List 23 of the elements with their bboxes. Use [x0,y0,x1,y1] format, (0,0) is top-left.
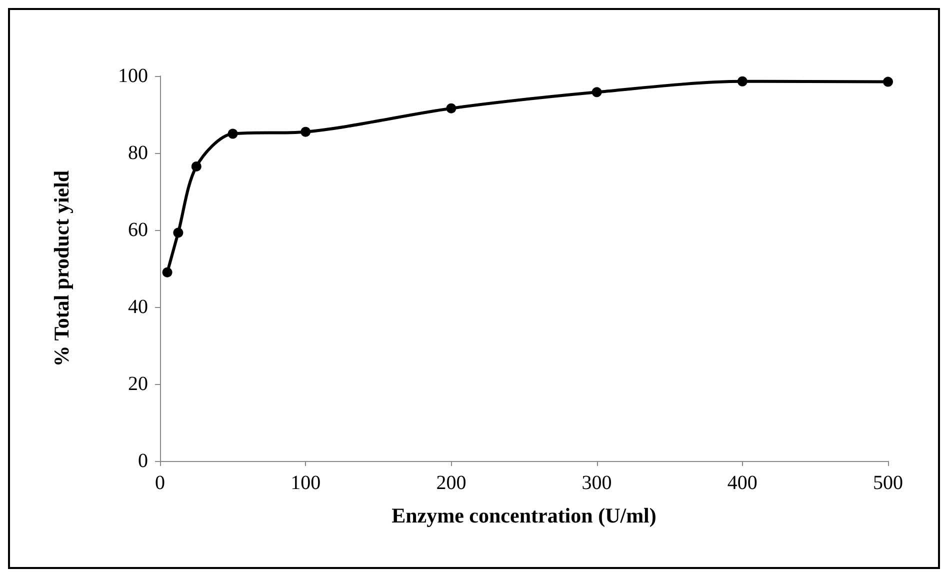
x-tick-label: 400 [727,472,758,494]
y-tick-label: 80 [128,142,148,164]
point [228,128,238,139]
point [446,103,456,114]
y-tick-label: 20 [128,373,148,395]
x-axis-title: Enzyme concentration (U/ml) [392,504,656,528]
x-tick-label: 100 [290,472,321,494]
point [883,76,893,87]
point [737,76,748,86]
x-tick-label: 200 [436,472,466,494]
y-tick-label: 60 [128,219,148,241]
y-tick-label: 0 [138,450,148,472]
point [162,267,172,278]
y-tick-label: 100 [118,65,148,87]
point [592,87,602,98]
point [173,228,184,238]
y-tick-label: 40 [128,296,148,318]
x-tick-label: 500 [873,472,903,494]
point [300,126,311,137]
point [191,161,202,172]
x-tick-label: 0 [155,472,165,494]
x-tick-label: 300 [582,472,612,494]
y-axis-title: % Total product yield [50,170,74,367]
